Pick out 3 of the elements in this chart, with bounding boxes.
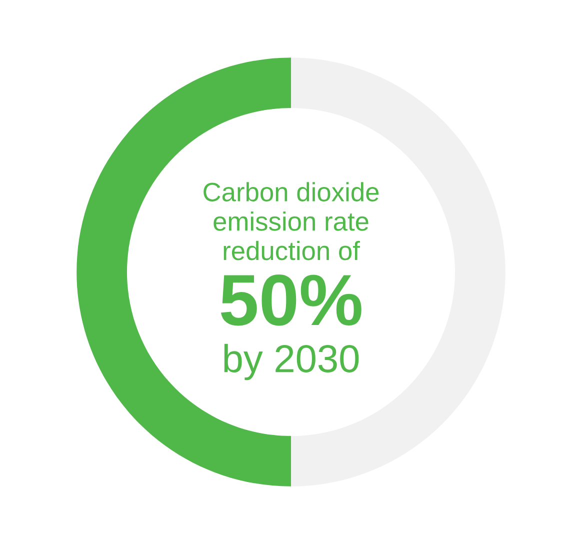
text: by 2030 xyxy=(224,344,359,380)
text: Carbon dioxide emission rate reduction of xyxy=(204,182,379,260)
text: 50% xyxy=(220,274,362,326)
